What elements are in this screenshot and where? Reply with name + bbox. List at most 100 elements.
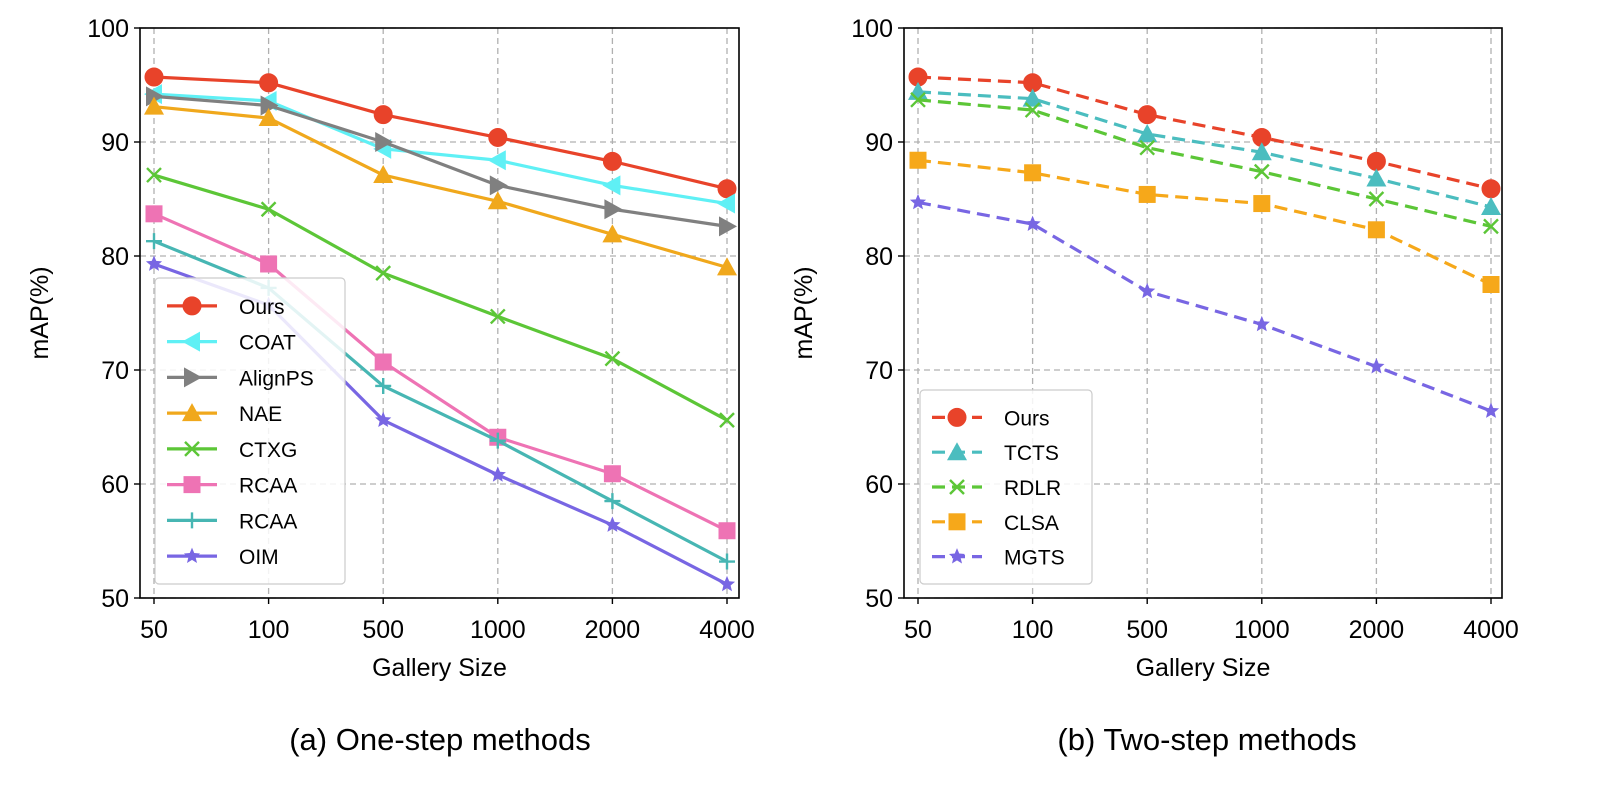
data-point <box>145 255 163 271</box>
data-point <box>1481 179 1501 199</box>
data-point <box>489 432 506 449</box>
data-point <box>1253 315 1270 332</box>
y-tick-label: 100 <box>87 15 129 43</box>
x-tick-label: 2000 <box>1349 616 1405 644</box>
data-point <box>717 257 737 276</box>
x-axis-label: Gallery Size <box>372 654 507 682</box>
series-mgts-4 <box>909 193 1500 418</box>
series-line <box>917 200 1492 413</box>
data-point <box>1024 102 1041 118</box>
data-point <box>487 191 508 210</box>
data-point <box>719 216 737 237</box>
y-tick-label: 80 <box>865 243 893 271</box>
x-tick-label: 100 <box>1012 616 1054 644</box>
data-point <box>602 175 621 196</box>
legend-marker <box>183 476 201 494</box>
legend: Ours COAT AlignPS NAE CTXG RCAA RCAA OIM <box>154 277 346 585</box>
series-line <box>153 212 728 533</box>
data-point <box>909 193 927 210</box>
plot-frame <box>139 27 740 599</box>
series-nae-3 <box>144 96 737 276</box>
legend-label: OIM <box>239 546 279 569</box>
series-line <box>917 90 1492 209</box>
legend-box <box>154 277 346 585</box>
data-point <box>487 150 506 171</box>
y-axis-label: mAP(%) <box>790 266 818 359</box>
series-line <box>153 75 728 191</box>
series-line <box>153 94 728 228</box>
x-tick-label: 500 <box>1126 616 1168 644</box>
data-point <box>1137 124 1158 143</box>
data-point <box>488 127 508 147</box>
x-tick-label: 500 <box>362 616 404 644</box>
data-point <box>910 91 926 108</box>
series-line <box>153 105 728 269</box>
series-ctxg-4 <box>146 167 735 429</box>
legend-label: RCAA <box>239 475 297 498</box>
x-tick-label: 2000 <box>585 616 641 644</box>
x-tick-label: 1000 <box>470 616 526 644</box>
y-tick-label: 60 <box>101 471 129 499</box>
data-point <box>1137 105 1157 125</box>
data-point <box>602 224 623 243</box>
panel-caption: (a) One-step methods <box>289 722 591 757</box>
data-point <box>1251 142 1272 161</box>
legend-box <box>919 389 1093 585</box>
legend-label: AlignPS <box>239 367 314 390</box>
legend-marker <box>949 479 965 495</box>
legend-marker <box>947 442 967 461</box>
y-tick-label: 50 <box>865 585 893 613</box>
legend-marker <box>948 548 966 564</box>
data-point <box>1024 215 1041 231</box>
x-tick-label: 4000 <box>699 616 755 644</box>
legend: Ours TCTS RDLR CLSA MGTS <box>919 389 1093 585</box>
legend-label: CTXG <box>239 439 297 462</box>
data-point <box>1022 88 1043 107</box>
data-point <box>374 353 392 371</box>
data-point <box>604 199 623 220</box>
series-line <box>917 158 1492 286</box>
data-point <box>717 193 735 214</box>
x-tick-label: 50 <box>904 616 932 644</box>
data-point <box>1481 196 1501 215</box>
series-line <box>917 98 1492 228</box>
legend-label: TCTS <box>1004 442 1059 465</box>
data-point <box>1024 164 1042 182</box>
legend-label: NAE <box>239 403 282 426</box>
legend-marker <box>182 331 200 352</box>
data-point <box>909 151 927 169</box>
panel-two-step: 50 60 70 80 90 100 50 100 500 1000 2000 4000 Gallery… <box>790 15 1519 757</box>
y-tick-label: 90 <box>865 129 893 157</box>
series-clsa-3 <box>909 151 1500 293</box>
data-point <box>718 522 736 540</box>
data-point <box>604 493 621 510</box>
data-point <box>604 516 621 532</box>
data-point <box>1367 221 1385 239</box>
x-tick-label: 4000 <box>1463 616 1519 644</box>
data-point <box>375 132 394 152</box>
data-point <box>260 201 277 218</box>
panel-caption: (b) Two-step methods <box>1057 722 1356 757</box>
data-point <box>144 96 164 115</box>
series-line <box>917 75 1492 191</box>
y-tick-label: 70 <box>865 357 893 385</box>
data-point <box>145 205 163 223</box>
series-rdlr-2 <box>910 91 1499 235</box>
legend-label: RCAA <box>239 510 297 533</box>
legend-marker <box>947 407 967 427</box>
data-point <box>1366 168 1387 187</box>
legend-label: COAT <box>239 332 296 355</box>
data-point <box>603 465 621 483</box>
x-tick-label: 50 <box>140 616 168 644</box>
data-point <box>489 175 508 196</box>
series-group <box>144 67 737 592</box>
data-point <box>1253 195 1271 213</box>
data-point <box>375 377 392 394</box>
data-point <box>1368 191 1385 207</box>
data-point <box>718 575 736 592</box>
data-point <box>259 73 279 93</box>
series-ours-0 <box>908 67 1501 199</box>
data-point <box>1253 163 1270 180</box>
